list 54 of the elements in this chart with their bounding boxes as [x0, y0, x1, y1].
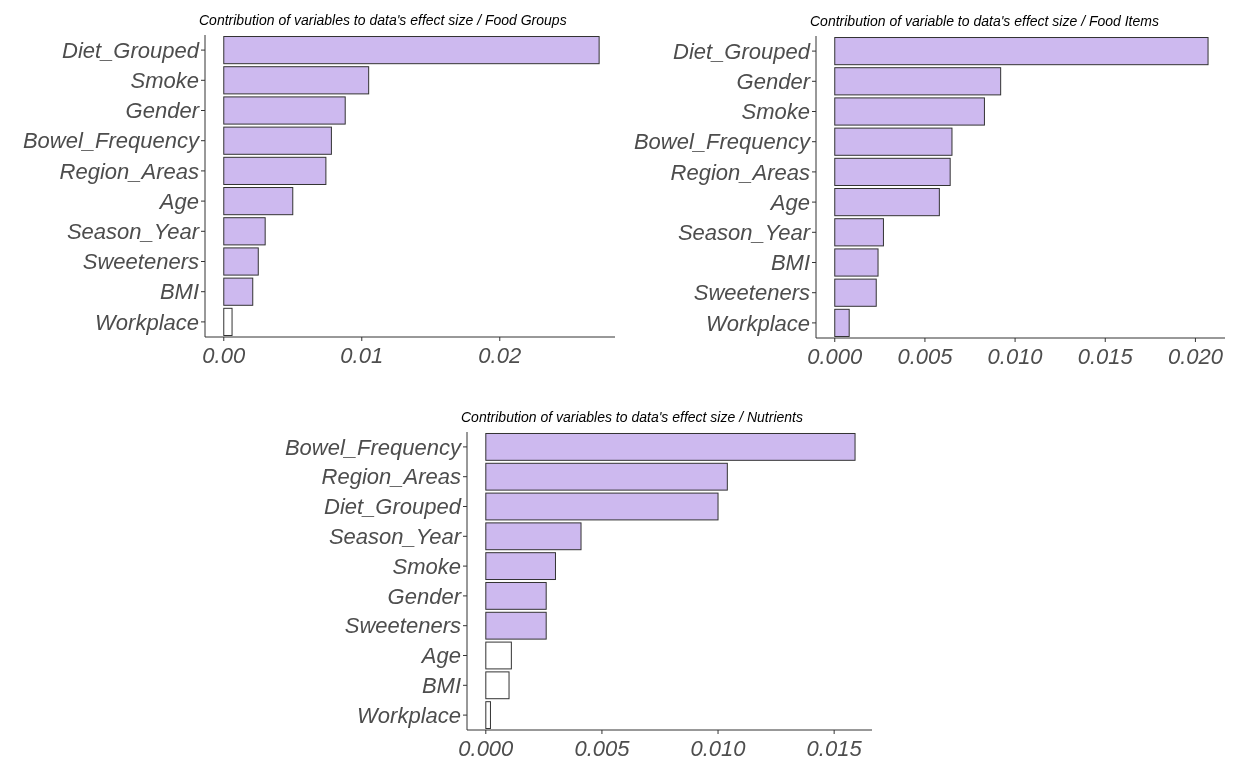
bar [834, 157, 951, 186]
y-tick-label: Bowel_Frequency [284, 434, 463, 460]
y-tick-label: Bowel_Frequency [22, 128, 201, 154]
chart-title: Contribution of variable to data's effect size / Food Items [810, 13, 1159, 29]
y-tick-label: Age [768, 189, 810, 215]
x-tick-label: 0.000 [807, 344, 864, 369]
y-tick-label: Workplace [95, 309, 199, 335]
bar [834, 37, 1209, 66]
chart-title: Contribution of variables to data's effect size / Nutrients [461, 409, 803, 425]
y-tick-label: BMI [770, 250, 810, 276]
x-tick-label: 0.015 [806, 736, 863, 761]
y-tick-label: Gender [736, 69, 812, 94]
y-tick-label: Season_Year [677, 220, 812, 245]
x-tick-label: 0.005 [574, 736, 631, 761]
y-tick-label: Gender [387, 583, 463, 609]
y-tick-label: Smoke [392, 553, 461, 579]
y-tick-label: Sweeteners [344, 613, 461, 639]
y-tick-label: Bowel_Frequency [633, 129, 812, 155]
x-tick-label: 0.01 [340, 343, 384, 368]
bar [834, 188, 940, 217]
y-tick-label: Diet_Grouped [62, 37, 200, 63]
x-tick-label: 0.000 [458, 736, 515, 761]
y-tick-label: Diet_Grouped [673, 38, 811, 64]
y-tick-label: Smoke [130, 68, 199, 93]
y-tick-label: Gender [125, 98, 201, 124]
x-tick-label: 0.020 [1167, 344, 1224, 369]
y-tick-label: BMI [159, 279, 199, 305]
y-tick-label: Season_Year [328, 524, 463, 549]
x-tick-label: 0.010 [690, 736, 747, 761]
bar [485, 581, 547, 610]
bar [485, 432, 856, 461]
y-tick-label: Sweeteners [82, 249, 199, 275]
y-tick-label: Smoke [741, 99, 810, 125]
y-tick-label: Region_Areas [321, 464, 461, 490]
y-tick-label: Sweeteners [693, 280, 810, 306]
bar [223, 156, 327, 185]
y-tick-label: Season_Year [66, 219, 201, 244]
y-tick-label: Age [419, 643, 461, 669]
y-tick-label: Workplace [357, 702, 461, 728]
bar [223, 187, 294, 216]
bar [485, 552, 556, 581]
chart-title: Contribution of variables to data's effect size / Food Groups [199, 12, 567, 28]
y-tick-label: Region_Areas [670, 159, 810, 185]
bar [223, 36, 600, 65]
y-tick-label: Age [157, 188, 199, 214]
x-tick-label: 0.015 [1077, 344, 1134, 369]
y-tick-label: Diet_Grouped [324, 494, 462, 520]
y-tick-label: Region_Areas [59, 158, 199, 184]
y-tick-label: Workplace [706, 310, 810, 336]
x-tick-label: 0.02 [478, 343, 522, 368]
x-tick-label: 0.010 [987, 344, 1044, 369]
y-tick-label: BMI [421, 673, 461, 698]
x-tick-label: 0.00 [202, 343, 246, 368]
x-tick-label: 0.005 [897, 344, 954, 369]
